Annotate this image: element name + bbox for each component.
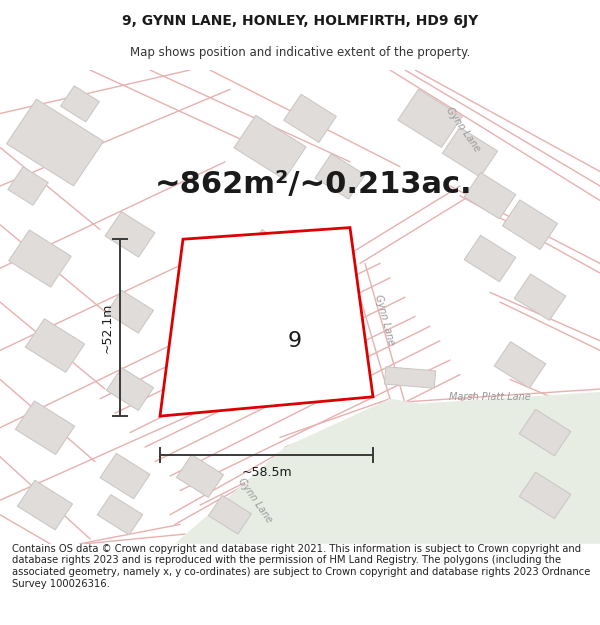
Text: Gynn Lane: Gynn Lane bbox=[444, 106, 482, 154]
Polygon shape bbox=[214, 250, 266, 296]
Polygon shape bbox=[106, 368, 154, 411]
Polygon shape bbox=[100, 453, 150, 499]
Text: ~862m²/~0.213ac.: ~862m²/~0.213ac. bbox=[155, 169, 473, 199]
Polygon shape bbox=[464, 173, 516, 219]
Polygon shape bbox=[97, 494, 143, 535]
Polygon shape bbox=[106, 291, 154, 333]
Polygon shape bbox=[160, 228, 373, 416]
Text: Marsh Platt Lane: Marsh Platt Lane bbox=[449, 392, 531, 402]
Polygon shape bbox=[284, 94, 337, 142]
Text: ~52.1m: ~52.1m bbox=[101, 302, 113, 353]
Polygon shape bbox=[519, 409, 571, 456]
Polygon shape bbox=[519, 472, 571, 519]
Text: ~58.5m: ~58.5m bbox=[241, 466, 292, 479]
Polygon shape bbox=[17, 480, 73, 530]
Polygon shape bbox=[398, 89, 462, 148]
Polygon shape bbox=[105, 212, 155, 257]
Polygon shape bbox=[16, 401, 74, 454]
Polygon shape bbox=[385, 367, 436, 388]
Text: Map shows position and indicative extent of the property.: Map shows position and indicative extent… bbox=[130, 46, 470, 59]
Polygon shape bbox=[442, 127, 497, 177]
Polygon shape bbox=[7, 99, 104, 186]
Text: Gynn Lane: Gynn Lane bbox=[373, 293, 397, 346]
Text: 9: 9 bbox=[288, 331, 302, 351]
Polygon shape bbox=[8, 230, 71, 287]
Polygon shape bbox=[8, 167, 48, 205]
Text: Gynn Lane: Gynn Lane bbox=[236, 476, 274, 524]
Polygon shape bbox=[315, 154, 365, 199]
Polygon shape bbox=[502, 200, 557, 249]
Polygon shape bbox=[464, 235, 516, 282]
Polygon shape bbox=[234, 116, 306, 179]
Polygon shape bbox=[494, 342, 546, 388]
Polygon shape bbox=[514, 274, 566, 321]
Polygon shape bbox=[176, 455, 224, 498]
Polygon shape bbox=[209, 496, 251, 534]
Polygon shape bbox=[175, 392, 600, 544]
Text: Contains OS data © Crown copyright and database right 2021. This information is : Contains OS data © Crown copyright and d… bbox=[12, 544, 590, 589]
Polygon shape bbox=[248, 229, 292, 268]
Polygon shape bbox=[61, 86, 100, 122]
Polygon shape bbox=[230, 324, 280, 368]
Polygon shape bbox=[25, 319, 85, 372]
Text: 9, GYNN LANE, HONLEY, HOLMFIRTH, HD9 6JY: 9, GYNN LANE, HONLEY, HOLMFIRTH, HD9 6JY bbox=[122, 14, 478, 28]
